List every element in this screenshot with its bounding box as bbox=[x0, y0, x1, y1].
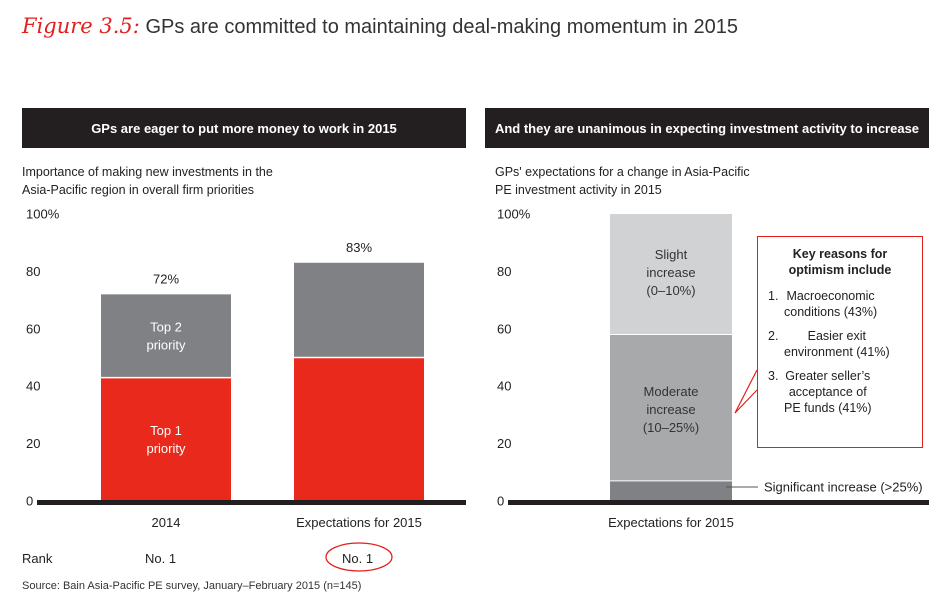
x-category-label: 2014 bbox=[152, 515, 181, 530]
right-subtitle-line-2: PE investment activity in 2015 bbox=[495, 183, 662, 197]
callout-item: 1. Macroeconomic conditions (43%) bbox=[768, 288, 922, 320]
callout-item-text: Greater seller’s acceptance of PE funds … bbox=[784, 368, 872, 416]
y-tick-label: 20 bbox=[497, 436, 511, 451]
callout-item: 2. Easier exit environment (41%) bbox=[768, 328, 922, 360]
segment-label-significant: Significant increase (>25%) bbox=[764, 479, 923, 494]
callout-item-text: Macroeconomic conditions (43%) bbox=[784, 288, 877, 320]
rank-value-2014: No. 1 bbox=[145, 551, 177, 566]
callout-item-line: acceptance of bbox=[788, 385, 867, 399]
callout-title-line-1: Key reasons for bbox=[792, 247, 888, 261]
segment-label-top1: Top 1 bbox=[150, 423, 182, 438]
rank-label: Rank bbox=[22, 551, 53, 566]
callout-item-number: 3. bbox=[768, 369, 779, 383]
y-tick-label: 100% bbox=[26, 207, 60, 222]
callout-item-line: Easier exit bbox=[807, 329, 866, 343]
y-tick-label: 80 bbox=[26, 264, 40, 279]
optimism-callout: Key reasons for optimism include 1. Macr… bbox=[757, 236, 923, 448]
right-panel-header: And they are unanimous in expecting inve… bbox=[485, 108, 929, 148]
callout-pointer bbox=[734, 369, 758, 414]
y-tick-label: 0 bbox=[497, 494, 504, 509]
y-tick-label: 100% bbox=[497, 207, 531, 222]
figure-title: Figure 3.5: GPs are committed to maintai… bbox=[22, 14, 738, 39]
bar-top1-1 bbox=[294, 357, 424, 501]
callout-list: 1. Macroeconomic conditions (43%) 2. Eas… bbox=[758, 288, 922, 416]
y-tick-label: 20 bbox=[26, 436, 40, 451]
y-tick-label: 40 bbox=[497, 379, 511, 394]
callout-item-line: environment (41%) bbox=[784, 345, 890, 359]
x-axis-baseline bbox=[37, 500, 466, 505]
bar-total-label: 72% bbox=[153, 271, 179, 286]
segment-label-moderate: increase bbox=[646, 402, 695, 417]
callout-title: Key reasons for optimism include bbox=[758, 246, 922, 278]
segment-label-slight: (0–10%) bbox=[646, 283, 695, 298]
callout-item-number: 1. bbox=[768, 289, 779, 303]
source-note: Source: Bain Asia-Pacific PE survey, Jan… bbox=[22, 580, 362, 592]
bar-top2-1 bbox=[294, 262, 424, 358]
callout-item-line: PE funds (41%) bbox=[784, 401, 872, 415]
callout-item-line: conditions (43%) bbox=[784, 305, 878, 319]
y-tick-label: 40 bbox=[26, 379, 40, 394]
figure-title-text: GPs are committed to maintaining deal-ma… bbox=[145, 16, 738, 38]
y-tick-label: 60 bbox=[26, 321, 40, 336]
segment-label-slight: increase bbox=[646, 265, 695, 280]
bar-moderate bbox=[610, 334, 732, 481]
segment-label-top2: priority bbox=[146, 337, 186, 352]
left-chart-subtitle: Importance of making new investments in … bbox=[22, 163, 273, 199]
segment-label-top1: priority bbox=[146, 441, 186, 456]
bar-top2-0 bbox=[101, 294, 231, 378]
left-subtitle-line-1: Importance of making new investments in … bbox=[22, 165, 273, 179]
y-tick-label: 0 bbox=[26, 494, 33, 509]
y-tick-label: 80 bbox=[497, 264, 511, 279]
callout-item-number: 2. bbox=[768, 329, 779, 343]
segment-label-slight: Slight bbox=[655, 247, 688, 262]
bar-total-label: 83% bbox=[346, 240, 372, 255]
bar-top1-0 bbox=[101, 377, 231, 501]
callout-item-text: Easier exit environment (41%) bbox=[784, 328, 890, 360]
segment-label-moderate: (10–25%) bbox=[643, 420, 699, 435]
left-panel-header: GPs are eager to put more money to work … bbox=[22, 108, 466, 148]
callout-item-line: Macroeconomic bbox=[786, 289, 875, 303]
segment-label-top2: Top 2 bbox=[150, 319, 182, 334]
figure-label: Figure 3.5: bbox=[22, 14, 140, 38]
bar-significant bbox=[610, 480, 732, 501]
callout-item-line: Greater seller’s bbox=[785, 369, 871, 383]
rank-value-2015: No. 1 bbox=[342, 551, 374, 566]
x-category-label: Expectations for 2015 bbox=[608, 515, 734, 530]
y-tick-label: 60 bbox=[497, 321, 511, 336]
bar-slight bbox=[610, 214, 732, 335]
right-chart-subtitle: GPs' expectations for a change in Asia-P… bbox=[495, 163, 750, 199]
x-axis-baseline bbox=[508, 500, 929, 505]
right-subtitle-line-1: GPs' expectations for a change in Asia-P… bbox=[495, 165, 750, 179]
segment-label-moderate: Moderate bbox=[644, 384, 699, 399]
left-subtitle-line-2: Asia-Pacific region in overall firm prio… bbox=[22, 183, 255, 197]
x-category-label: Expectations for 2015 bbox=[296, 515, 422, 530]
callout-title-line-2: optimism include bbox=[788, 263, 892, 277]
callout-item: 3. Greater seller’s acceptance of PE fun… bbox=[768, 368, 922, 416]
